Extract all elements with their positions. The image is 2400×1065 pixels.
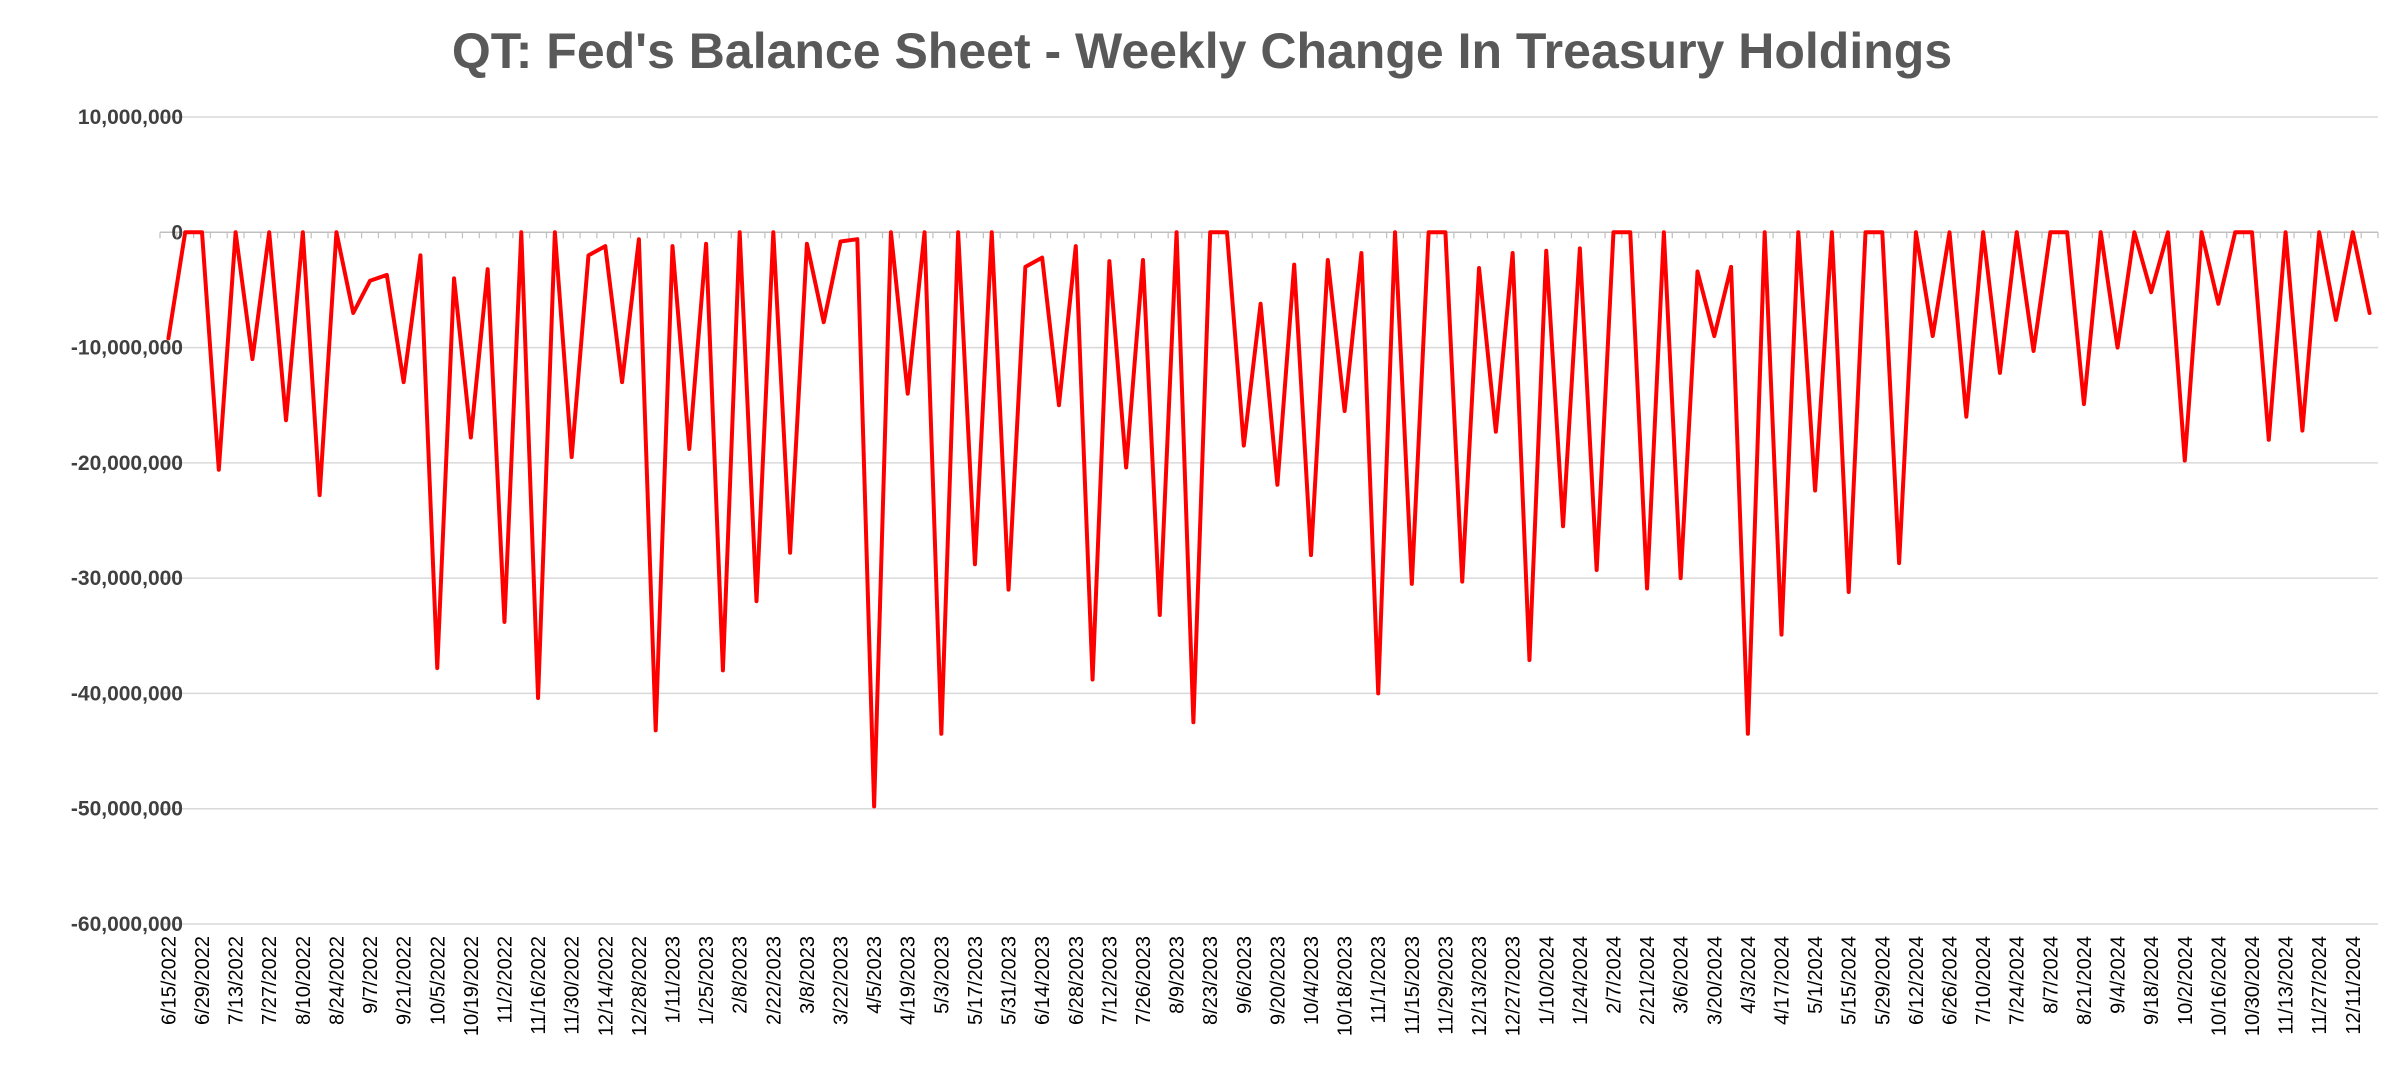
y-tick-label: -60,000,000 xyxy=(71,913,183,936)
series-line xyxy=(166,230,2372,809)
x-tick-label: 3/20/2024 xyxy=(1704,936,1726,1025)
x-tick-label: 9/7/2022 xyxy=(360,936,382,1014)
x-tick-label: 7/13/2022 xyxy=(226,936,248,1025)
x-tick-label: 5/31/2023 xyxy=(999,936,1021,1025)
chart-title: QT: Fed's Balance Sheet - Weekly Change … xyxy=(452,23,1952,79)
x-tick-label: 2/22/2023 xyxy=(763,936,785,1025)
y-tick-label: 10,000,000 xyxy=(78,106,183,129)
x-tick-label: 11/16/2022 xyxy=(528,936,550,1035)
x-tick-label: 11/27/2024 xyxy=(2309,936,2331,1035)
x-tick-label: 10/19/2022 xyxy=(461,936,483,1036)
x-tick-label: 6/14/2023 xyxy=(1032,936,1054,1025)
x-tick-label: 10/16/2024 xyxy=(2208,936,2230,1036)
x-tick-label: 11/2/2022 xyxy=(494,936,516,1024)
x-tick-label: 2/8/2023 xyxy=(730,936,752,1014)
x-tick-label: 9/21/2022 xyxy=(394,936,416,1025)
x-tick-label: 6/29/2022 xyxy=(192,936,214,1025)
x-tick-label: 8/7/2024 xyxy=(2040,936,2062,1014)
x-tick-label: 12/14/2022 xyxy=(595,936,617,1036)
x-tick-label: 1/25/2023 xyxy=(696,936,718,1025)
x-tick-label: 2/7/2024 xyxy=(1603,936,1625,1014)
x-tick-label: 4/3/2024 xyxy=(1738,936,1760,1014)
x-tick-label: 9/20/2023 xyxy=(1267,936,1289,1025)
x-tick-label: 8/23/2023 xyxy=(1200,936,1222,1025)
x-tick-label: 12/28/2022 xyxy=(629,936,651,1036)
y-axis: 10,000,0000-10,000,000-20,000,000-30,000… xyxy=(71,106,183,936)
x-tick-label: 5/3/2023 xyxy=(931,936,953,1014)
x-tick-label: 11/1/2023 xyxy=(1368,936,1390,1024)
x-tick-label: 5/29/2024 xyxy=(1872,936,1894,1025)
x-tick-label: 3/8/2023 xyxy=(797,936,819,1014)
x-tick-label: 8/21/2024 xyxy=(2074,936,2096,1025)
x-tick-label: 9/4/2024 xyxy=(2108,936,2130,1014)
x-tick-label: 11/30/2022 xyxy=(562,936,584,1035)
x-tick-label: 5/15/2024 xyxy=(1839,936,1861,1025)
x-tick-label: 11/15/2023 xyxy=(1402,936,1424,1035)
x-tick-label: 10/30/2024 xyxy=(2242,936,2264,1036)
x-tick-label: 4/19/2023 xyxy=(898,936,920,1025)
x-tick-label: 7/12/2023 xyxy=(1099,936,1121,1025)
x-tick-label: 7/10/2024 xyxy=(1973,936,1995,1025)
x-tick-label: 10/4/2023 xyxy=(1301,936,1323,1025)
x-tick-label: 1/24/2024 xyxy=(1570,936,1592,1025)
x-tick-label: 10/2/2024 xyxy=(2175,936,2197,1025)
x-tick-label: 12/13/2023 xyxy=(1469,936,1491,1036)
x-tick-label: 6/26/2024 xyxy=(1940,936,1962,1025)
x-tick-label: 5/1/2024 xyxy=(1805,936,1827,1014)
x-tick-label: 1/11/2023 xyxy=(662,936,684,1024)
x-tick-label: 10/5/2022 xyxy=(427,936,449,1025)
x-tick-label: 7/24/2024 xyxy=(2007,936,2029,1025)
series-layer xyxy=(166,230,2372,809)
y-tick-label: -30,000,000 xyxy=(71,567,183,590)
y-tick-label: -50,000,000 xyxy=(71,798,183,821)
x-tick-label: 11/13/2024 xyxy=(2276,936,2298,1035)
x-tick-label: 12/11/2024 xyxy=(2343,936,2365,1035)
x-tick-label: 9/18/2024 xyxy=(2141,936,2163,1025)
x-tick-label: 8/9/2023 xyxy=(1167,936,1189,1014)
x-tick-label: 2/21/2024 xyxy=(1637,936,1659,1025)
x-tick-label: 6/15/2022 xyxy=(158,936,180,1025)
x-tick-label: 6/28/2023 xyxy=(1066,936,1088,1025)
x-tick-label: 4/17/2024 xyxy=(1771,936,1793,1025)
x-tick-label: 7/26/2023 xyxy=(1133,936,1155,1025)
y-tick-label: -10,000,000 xyxy=(71,337,183,360)
y-tick-label: -20,000,000 xyxy=(71,452,183,475)
x-tick-label: 11/29/2023 xyxy=(1435,936,1457,1035)
x-tick-label: 12/27/2023 xyxy=(1503,936,1525,1036)
x-tick-label: 4/5/2023 xyxy=(864,936,886,1014)
x-tick-label: 8/10/2022 xyxy=(293,936,315,1025)
x-tick-label: 3/22/2023 xyxy=(831,936,853,1025)
x-tick-label: 3/6/2024 xyxy=(1671,936,1693,1014)
x-tick-label: 8/24/2022 xyxy=(326,936,348,1025)
x-axis: 6/15/2022 6/29/2022 7/13/2022 7/27/2022 8/10… xyxy=(158,232,2379,1036)
x-tick-label: 10/18/2023 xyxy=(1335,936,1357,1036)
x-tick-label: 1/10/2024 xyxy=(1536,936,1558,1025)
x-tick-label: 6/12/2024 xyxy=(1906,936,1928,1025)
x-tick-label: 7/27/2022 xyxy=(259,936,281,1025)
x-tick-label: 5/17/2023 xyxy=(965,936,987,1025)
x-tick-label: 9/6/2023 xyxy=(1234,936,1256,1014)
y-tick-label: -40,000,000 xyxy=(71,682,183,705)
